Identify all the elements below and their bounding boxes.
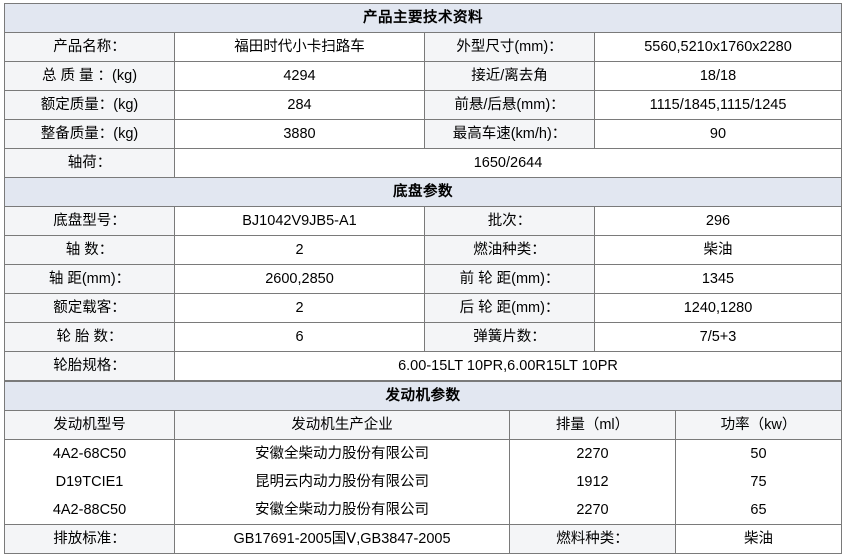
front-rear-overhang-label: 前悬/后悬(mm)： [424, 90, 595, 120]
overall-dimensions-label: 外型尺寸(mm)： [424, 32, 595, 62]
engine-section-title: 发动机参数 [4, 381, 842, 411]
fuel-category-value: 柴油 [675, 524, 842, 554]
table-row: 发动机参数 [4, 381, 842, 411]
list-item: 75 [750, 474, 767, 490]
curb-mass-value: 3880 [174, 119, 425, 149]
fuel-type-label: 燃油种类： [424, 235, 595, 265]
batch-label: 批次： [424, 206, 595, 236]
engine-displacement-list: 2270 1912 2270 [509, 439, 676, 525]
gross-mass-value: 4294 [174, 61, 425, 91]
list-item: 4A2-88C50 [52, 502, 127, 518]
fuel-category-label: 燃料种类： [509, 524, 676, 554]
emission-standard-value: GB17691-2005国Ⅴ,GB3847-2005 [174, 524, 510, 554]
product-name-value: 福田时代小卡扫路车 [174, 32, 425, 62]
engine-model-header: 发动机型号 [4, 410, 175, 440]
table-row: 产品名称： 福田时代小卡扫路车 外型尺寸(mm)： 5560,5210x1760… [4, 32, 842, 62]
table-row: 4A2-68C50 D19TCIE1 4A2-88C50 安徽全柴动力股份有限公… [4, 439, 842, 525]
batch-value: 296 [594, 206, 842, 236]
table-row: 发动机型号 发动机生产企业 排量（ml） 功率（kw） [4, 410, 842, 440]
spec-sheet: 产品主要技术资料 产品名称： 福田时代小卡扫路车 外型尺寸(mm)： 5560,… [4, 3, 842, 554]
table-row: 排放标准： GB17691-2005国Ⅴ,GB3847-2005 燃料种类： 柴… [4, 524, 842, 554]
engine-power-header: 功率（kw） [675, 410, 842, 440]
front-track-value: 1345 [594, 264, 842, 294]
table-row: 轮胎规格： 6.00-15LT 10PR,6.00R15LT 10PR [4, 351, 842, 381]
max-speed-value: 90 [594, 119, 842, 149]
wheelbase-label: 轴 距(mm)： [4, 264, 175, 294]
fuel-type-value: 柴油 [594, 235, 842, 265]
rated-passengers-value: 2 [174, 293, 425, 323]
tire-count-value: 6 [174, 322, 425, 352]
wheelbase-value: 2600,2850 [174, 264, 425, 294]
table-row: 轴 距(mm)： 2600,2850 前 轮 距(mm)： 1345 [4, 264, 842, 294]
list-item: D19TCIE1 [55, 474, 124, 490]
list-item: 2270 [576, 502, 609, 518]
front-track-label: 前 轮 距(mm)： [424, 264, 595, 294]
chassis-model-value: BJ1042V9JB5-A1 [174, 206, 425, 236]
list-item: 2270 [576, 446, 609, 462]
approach-departure-angle-label: 接近/离去角 [424, 61, 595, 91]
product-section-title: 产品主要技术资料 [4, 3, 842, 33]
table-row: 底盘参数 [4, 177, 842, 207]
table-row: 轴荷： 1650/2644 [4, 148, 842, 178]
table-row: 额定载客： 2 后 轮 距(mm)： 1240,1280 [4, 293, 842, 323]
axle-count-label: 轴 数： [4, 235, 175, 265]
engine-manufacturer-list: 安徽全柴动力股份有限公司 昆明云内动力股份有限公司 安徽全柴动力股份有限公司 [174, 439, 510, 525]
emission-standard-label: 排放标准： [4, 524, 175, 554]
engine-manufacturer-header: 发动机生产企业 [174, 410, 510, 440]
front-rear-overhang-value: 1115/1845,1115/1245 [594, 90, 842, 120]
table-row: 轮 胎 数： 6 弹簧片数： 7/5+3 [4, 322, 842, 352]
rated-passengers-label: 额定载客： [4, 293, 175, 323]
list-item: 4A2-68C50 [52, 446, 127, 462]
product-name-label: 产品名称： [4, 32, 175, 62]
curb-mass-label: 整备质量：(kg) [4, 119, 175, 149]
rear-track-value: 1240,1280 [594, 293, 842, 323]
spring-leaf-count-label: 弹簧片数： [424, 322, 595, 352]
list-item: 安徽全柴动力股份有限公司 [255, 446, 429, 462]
rated-mass-value: 284 [174, 90, 425, 120]
table-row: 额定质量：(kg) 284 前悬/后悬(mm)： 1115/1845,1115/… [4, 90, 842, 120]
list-item: 1912 [576, 474, 609, 490]
table-row: 整备质量：(kg) 3880 最高车速(km/h)： 90 [4, 119, 842, 149]
list-item: 安徽全柴动力股份有限公司 [255, 502, 429, 518]
engine-displacement-header: 排量（ml） [509, 410, 676, 440]
table-row: 轴 数： 2 燃油种类： 柴油 [4, 235, 842, 265]
rear-track-label: 后 轮 距(mm)： [424, 293, 595, 323]
chassis-section-title: 底盘参数 [4, 177, 842, 207]
tire-spec-value: 6.00-15LT 10PR,6.00R15LT 10PR [174, 351, 842, 381]
gross-mass-label: 总 质 量 ：(kg) [4, 61, 175, 91]
rated-mass-label: 额定质量：(kg) [4, 90, 175, 120]
table-row: 底盘型号： BJ1042V9JB5-A1 批次： 296 [4, 206, 842, 236]
chassis-model-label: 底盘型号： [4, 206, 175, 236]
table-row: 产品主要技术资料 [4, 3, 842, 33]
tire-count-label: 轮 胎 数： [4, 322, 175, 352]
table-row: 总 质 量 ：(kg) 4294 接近/离去角 18/18 [4, 61, 842, 91]
list-item: 50 [750, 446, 767, 462]
axle-count-value: 2 [174, 235, 425, 265]
engine-model-list: 4A2-68C50 D19TCIE1 4A2-88C50 [4, 439, 175, 525]
engine-spec-table: 发动机参数 发动机型号 发动机生产企业 排量（ml） 功率（kw） 4A2-68… [4, 381, 842, 554]
list-item: 65 [750, 502, 767, 518]
overall-dimensions-value: 5560,5210x1760x2280 [594, 32, 842, 62]
spring-leaf-count-value: 7/5+3 [594, 322, 842, 352]
approach-departure-angle-value: 18/18 [594, 61, 842, 91]
product-spec-table: 产品主要技术资料 产品名称： 福田时代小卡扫路车 外型尺寸(mm)： 5560,… [4, 3, 842, 381]
engine-power-list: 50 75 65 [675, 439, 842, 525]
tire-spec-label: 轮胎规格： [4, 351, 175, 381]
axle-load-value: 1650/2644 [174, 148, 842, 178]
list-item: 昆明云内动力股份有限公司 [255, 474, 429, 490]
max-speed-label: 最高车速(km/h)： [424, 119, 595, 149]
axle-load-label: 轴荷： [4, 148, 175, 178]
